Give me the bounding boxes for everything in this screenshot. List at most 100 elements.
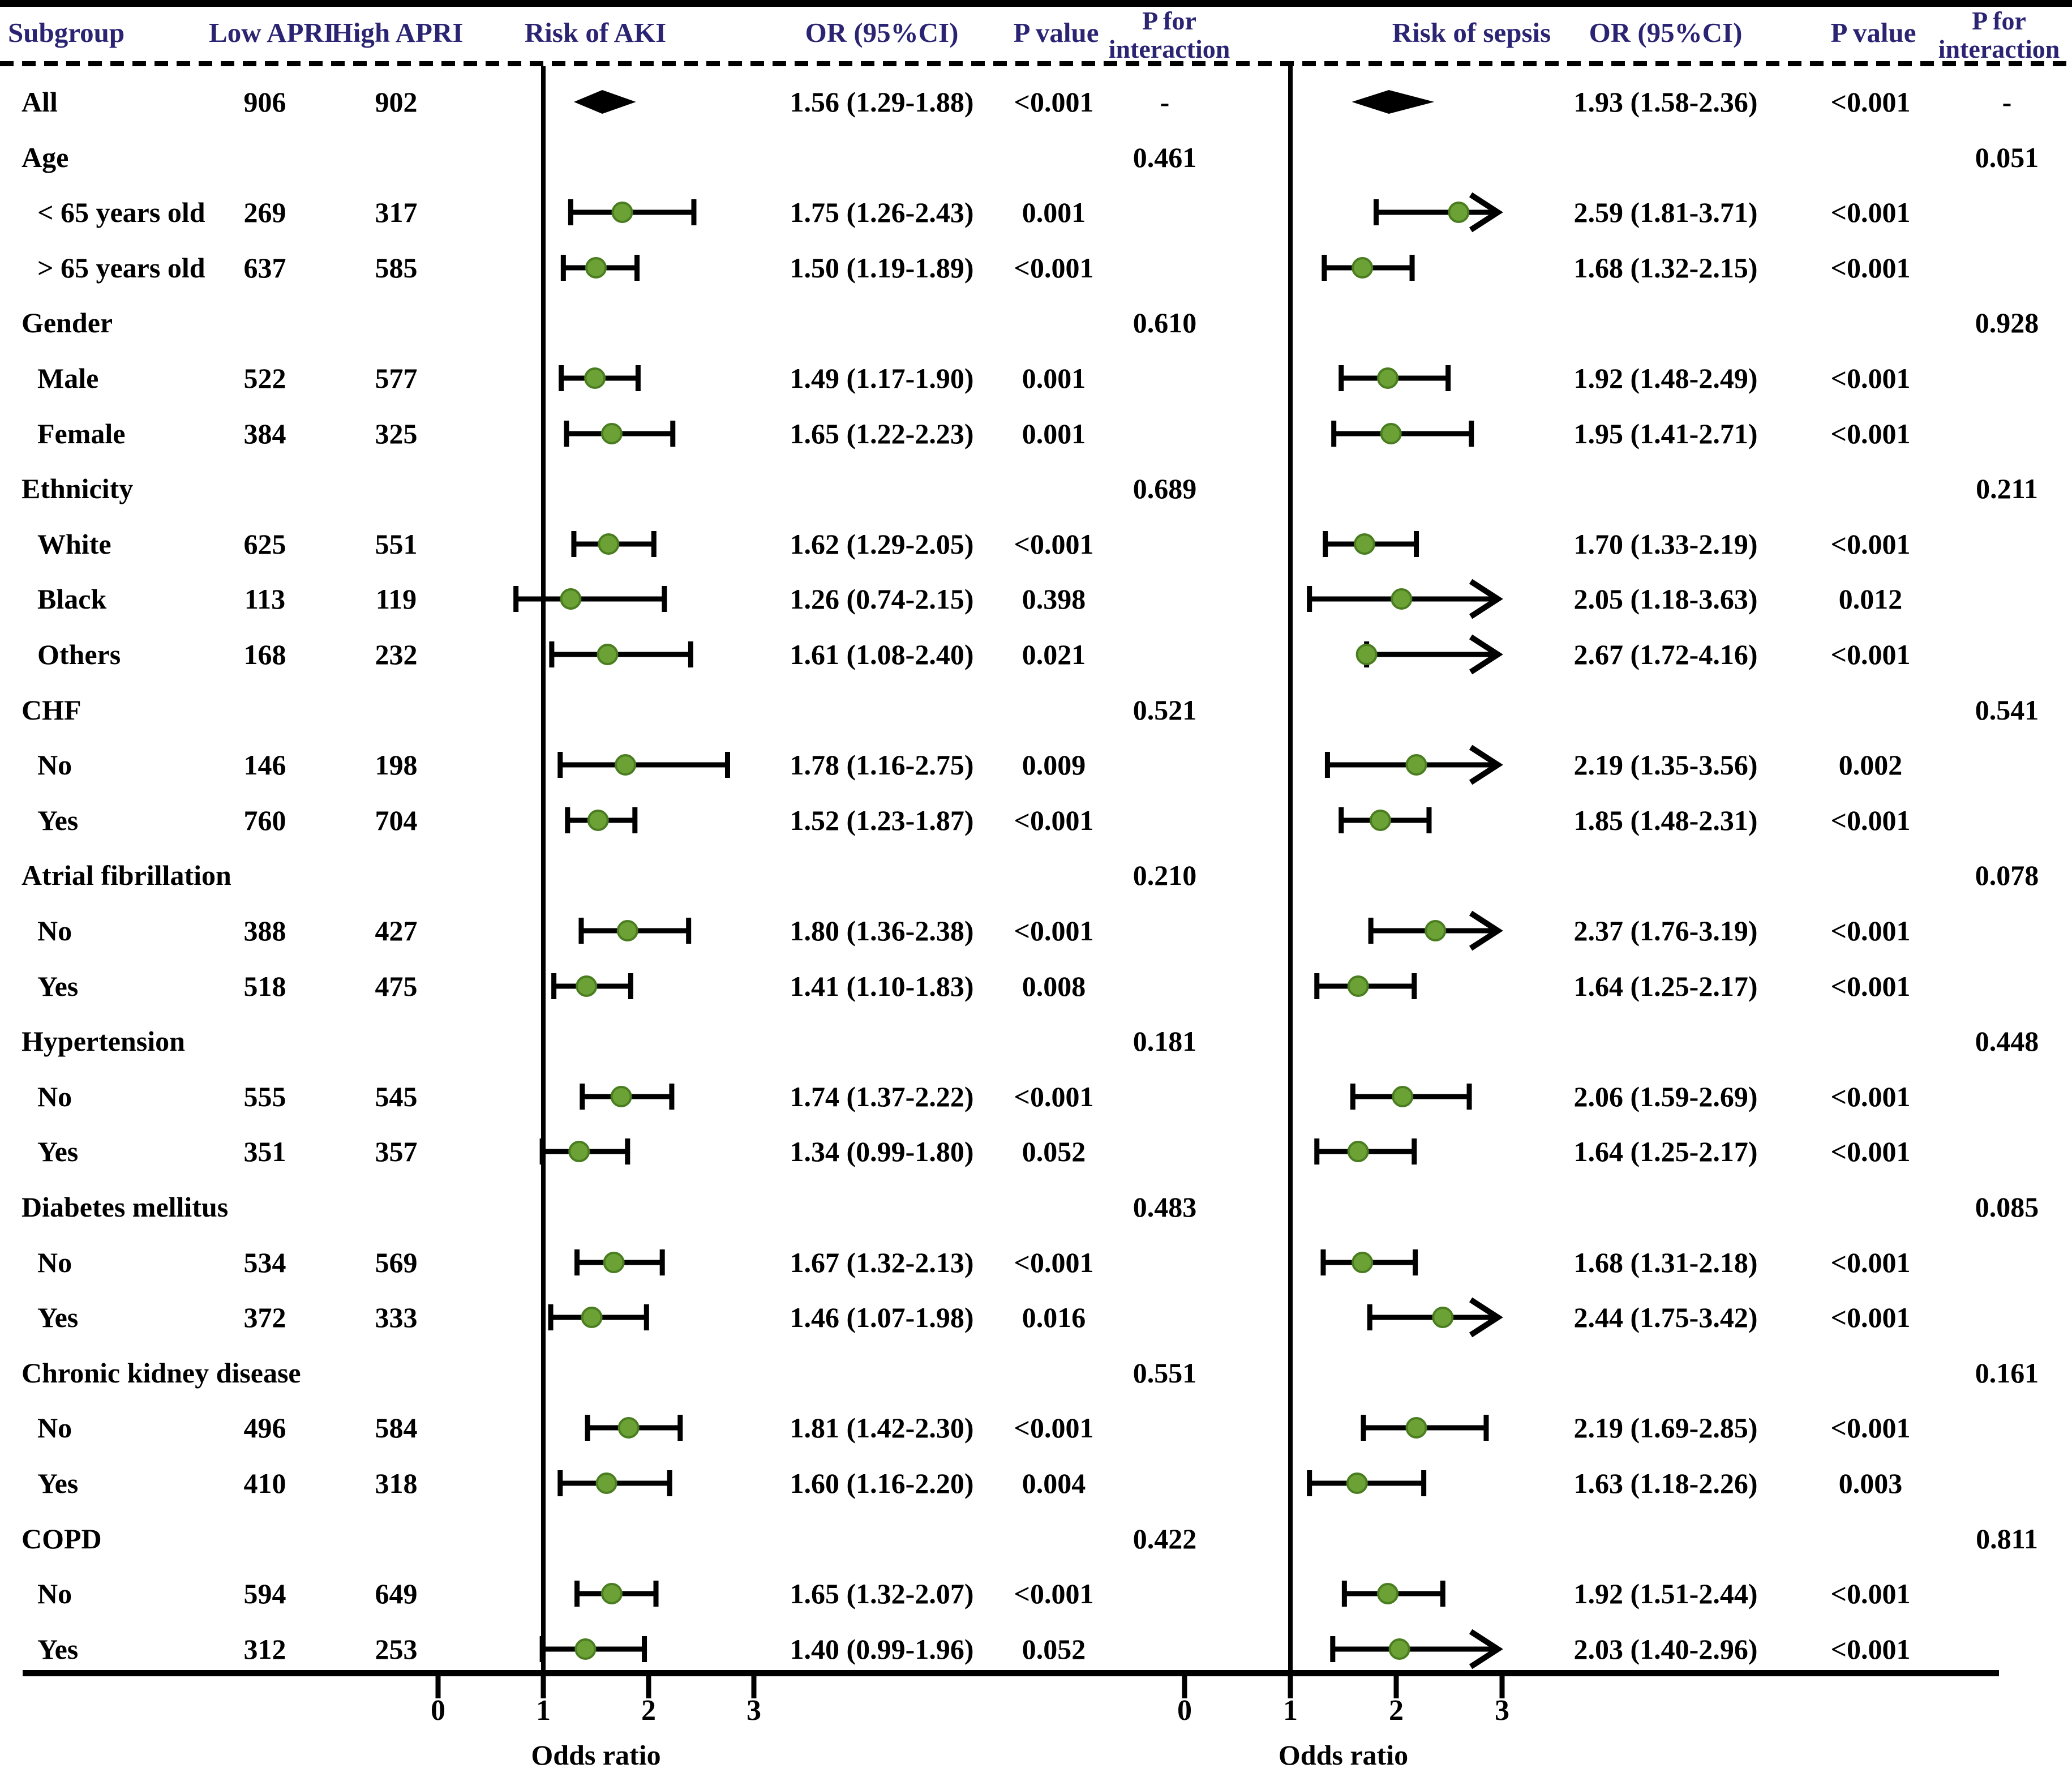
or-ci-value-sepsis: 2.67 (1.72-4.16) (1573, 639, 1758, 670)
p-interaction-value-aki: 0.422 (1132, 1523, 1197, 1555)
ci-cap-low (1350, 1084, 1355, 1110)
low-apri-value: 760 (243, 804, 286, 836)
ci-cap-high (1426, 807, 1432, 833)
x-axis-tick (1288, 1673, 1293, 1698)
x-axis-tick (1499, 1673, 1505, 1698)
reference-line-aki (541, 66, 546, 1673)
subgroup-label: Hypertension (22, 1025, 185, 1057)
or-ci-value-sepsis: 1.93 (1.58-2.36) (1573, 86, 1758, 118)
ci-cap-high (625, 1138, 630, 1165)
x-axis-tick (435, 1673, 441, 1698)
ci-line (551, 652, 691, 657)
p-value-aki: <0.001 (1014, 528, 1094, 560)
p-value-sepsis: <0.001 (1830, 1247, 1911, 1278)
high-apri-value: 119 (375, 583, 417, 615)
p-value-sepsis: <0.001 (1830, 639, 1911, 670)
ci-cap-low (1330, 1636, 1336, 1662)
low-apri-value: 555 (243, 1081, 286, 1112)
low-apri-value: 906 (243, 86, 286, 118)
x-axis-tick (1182, 1673, 1187, 1698)
p-interaction-value-sepsis: 0.051 (1975, 142, 2039, 173)
high-apri-value: 584 (375, 1412, 418, 1444)
ci-cap-high (651, 531, 657, 557)
p-value-sepsis: <0.001 (1830, 970, 1911, 1002)
high-apri-value: 704 (375, 804, 418, 836)
ci-cap-high (677, 1415, 683, 1441)
ci-cap-low (568, 199, 573, 225)
high-apri-value: 569 (375, 1247, 418, 1278)
marker-dot (1405, 1417, 1427, 1439)
or-ci-value-aki: 1.78 (1.16-2.75) (790, 749, 974, 781)
ci-cap-low (1341, 1581, 1347, 1607)
arrow-head (1469, 910, 1503, 951)
ci-cap-high (1440, 1581, 1445, 1607)
or-ci-value-aki: 1.75 (1.26-2.43) (790, 196, 974, 228)
p-value-aki: <0.001 (1014, 86, 1094, 118)
or-ci-value-sepsis: 1.92 (1.48-2.49) (1573, 362, 1758, 394)
ci-cap-high (653, 1581, 659, 1607)
or-ci-value-sepsis: 2.03 (1.40-2.96) (1573, 1633, 1758, 1665)
x-axis-tick-label: 3 (747, 1694, 761, 1727)
subgroup-label: All (22, 86, 58, 118)
p-value-sepsis: <0.001 (1830, 362, 1911, 394)
high-apri-value: 475 (375, 970, 418, 1002)
or-ci-value-aki: 1.62 (1.29-2.05) (790, 528, 974, 560)
ci-cap-low (574, 1249, 580, 1275)
marker-dot (581, 1307, 603, 1328)
marker-dot (1347, 1141, 1369, 1162)
or-ci-value-aki: 1.61 (1.08-2.40) (790, 639, 974, 670)
or-ci-value-aki: 1.65 (1.22-2.23) (790, 418, 974, 450)
marker-dot (600, 423, 623, 444)
ci-cap-high (1414, 531, 1419, 557)
x-axis-tick-label: 0 (1177, 1694, 1192, 1727)
subgroup-label: Ethnicity (22, 473, 134, 504)
x-axis-tick-label: 1 (1283, 1694, 1298, 1727)
ci-cap-high (1421, 1470, 1427, 1496)
p-value-aki: <0.001 (1014, 915, 1094, 947)
ci-cap-low (1331, 421, 1337, 447)
p-interaction-value-aki: 0.461 (1132, 142, 1197, 173)
or-ci-value-aki: 1.41 (1.10-1.83) (790, 970, 974, 1002)
ci-cap-low (564, 421, 569, 447)
column-header-risk-of-sepsis: Risk of sepsis (1392, 17, 1551, 48)
subgroup-label: No (37, 1081, 72, 1112)
ci-cap-low (557, 1470, 563, 1496)
low-apri-value: 625 (243, 528, 286, 560)
ci-cap-high (659, 1249, 665, 1275)
arrow-head (1469, 192, 1503, 233)
ci-cap-low (1368, 918, 1374, 944)
p-value-aki: 0.008 (1022, 970, 1086, 1002)
subgroup-label: CHF (22, 694, 81, 726)
p-value-sepsis: <0.001 (1830, 1081, 1911, 1112)
low-apri-value: 522 (243, 362, 286, 394)
arrow-head (1469, 744, 1503, 785)
marker-dot (1392, 1086, 1414, 1107)
or-ci-value-sepsis: 1.70 (1.33-2.19) (1573, 528, 1758, 560)
marker-dot (1388, 1638, 1410, 1660)
p-interaction-value-sepsis: 0.211 (1976, 473, 2038, 504)
ci-cap-low (549, 641, 555, 667)
subgroup-label: Yes (37, 1467, 79, 1499)
p-interaction-value-sepsis: 0.161 (1975, 1357, 2039, 1389)
subgroup-label: Yes (37, 1633, 79, 1665)
marker-dot (611, 202, 633, 223)
x-axis-tick (1393, 1673, 1399, 1698)
marker-dot (574, 1638, 597, 1660)
ci-cap-high (1445, 365, 1451, 391)
p-interaction-value-sepsis: 0.085 (1975, 1191, 2039, 1223)
p-value-aki: 0.398 (1022, 583, 1086, 615)
low-apri-value: 312 (243, 1633, 286, 1665)
or-ci-value-aki: 1.65 (1.32-2.07) (790, 1578, 974, 1609)
p-value-aki: <0.001 (1014, 1578, 1094, 1609)
column-header-p-interaction-sepsis: P for interaction (1938, 6, 2060, 63)
x-axis-tick-label: 3 (1495, 1694, 1509, 1727)
or-ci-value-sepsis: 2.19 (1.69-2.85) (1573, 1412, 1758, 1444)
subgroup-label: Atrial fibrillation (22, 859, 231, 891)
x-axis-tick (540, 1673, 546, 1698)
marker-dot (1425, 920, 1447, 941)
p-value-sepsis: <0.001 (1830, 1412, 1911, 1444)
high-apri-value: 902 (375, 86, 418, 118)
marker-dot (1353, 533, 1375, 555)
p-value-sepsis: <0.001 (1830, 86, 1911, 118)
ci-cap-high (1413, 1249, 1418, 1275)
